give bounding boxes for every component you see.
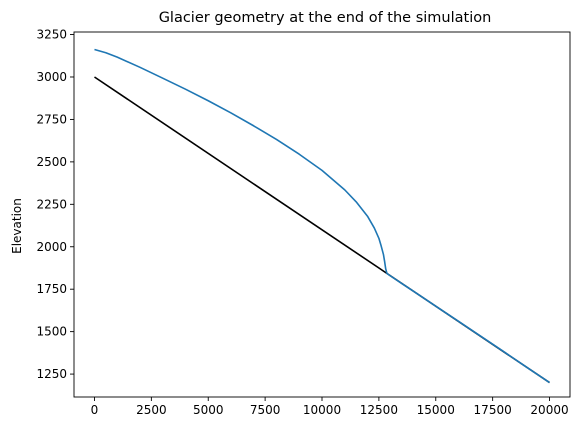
y-tick-label: 1750	[36, 282, 67, 296]
x-tick-label: 12500	[360, 403, 398, 417]
x-tick-label: 15000	[417, 403, 455, 417]
x-tick-label: 2500	[136, 403, 167, 417]
x-tick-label: 17500	[474, 403, 512, 417]
x-tick-label: 0	[91, 403, 99, 417]
y-tick-label: 1250	[36, 367, 67, 381]
y-tick-label: 3250	[36, 28, 67, 42]
y-tick-label: 2250	[36, 197, 67, 211]
y-tick-label: 3000	[36, 70, 67, 84]
y-tick-label: 2500	[36, 155, 67, 169]
y-axis-label: Elevation	[10, 198, 24, 254]
plot-frame	[73, 31, 571, 398]
x-tick-label: 20000	[530, 403, 568, 417]
x-tick-label: 7500	[250, 403, 281, 417]
y-tick-label: 2000	[36, 240, 67, 254]
y-tick-label: 2750	[36, 112, 67, 126]
series-line-surface	[94, 48, 550, 384]
plot-area: 0 2500 5000 7500 10000 12500 15000 17500 20000 12…	[36, 28, 571, 417]
chart-title: Glacier geometry at the end of the simul…	[159, 10, 492, 26]
x-tick-label: 5000	[193, 403, 224, 417]
x-tick-label: 10000	[303, 403, 341, 417]
y-tick-label: 1500	[36, 325, 67, 339]
